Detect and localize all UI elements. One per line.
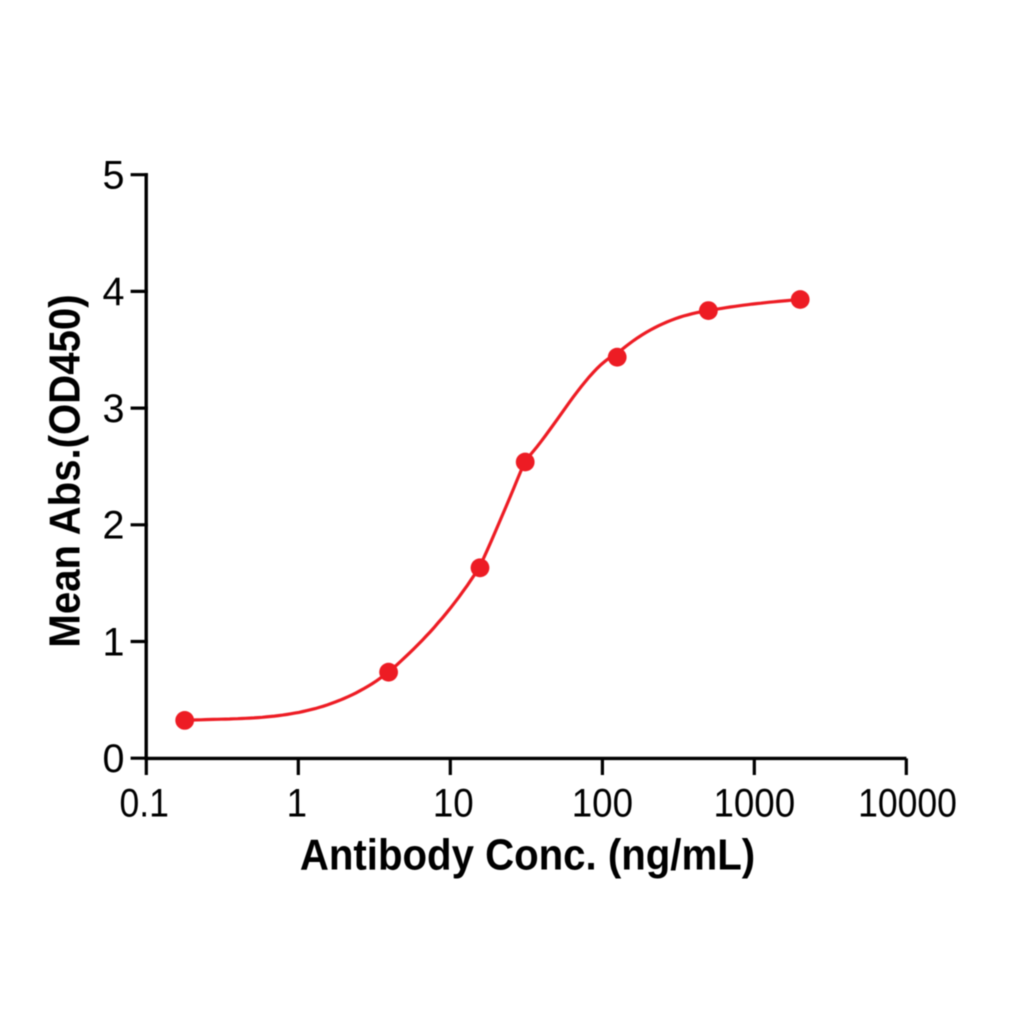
svg-text:1: 1 <box>103 620 125 664</box>
svg-text:0: 0 <box>103 737 125 781</box>
svg-text:2: 2 <box>103 504 125 548</box>
svg-text:5: 5 <box>103 154 125 198</box>
svg-text:10: 10 <box>433 781 474 826</box>
svg-text:4: 4 <box>103 270 125 314</box>
svg-text:3: 3 <box>103 387 125 431</box>
svg-text:1: 1 <box>287 781 307 826</box>
svg-text:10000: 10000 <box>858 781 957 825</box>
svg-text:1000: 1000 <box>713 781 795 826</box>
svg-text:100: 100 <box>572 781 633 826</box>
svg-text:Mean Abs.(OD450): Mean Abs.(OD450) <box>40 294 89 647</box>
svg-text:Antibody Conc. (ng/mL): Antibody Conc. (ng/mL) <box>300 830 755 879</box>
svg-text:0.1: 0.1 <box>119 781 168 825</box>
